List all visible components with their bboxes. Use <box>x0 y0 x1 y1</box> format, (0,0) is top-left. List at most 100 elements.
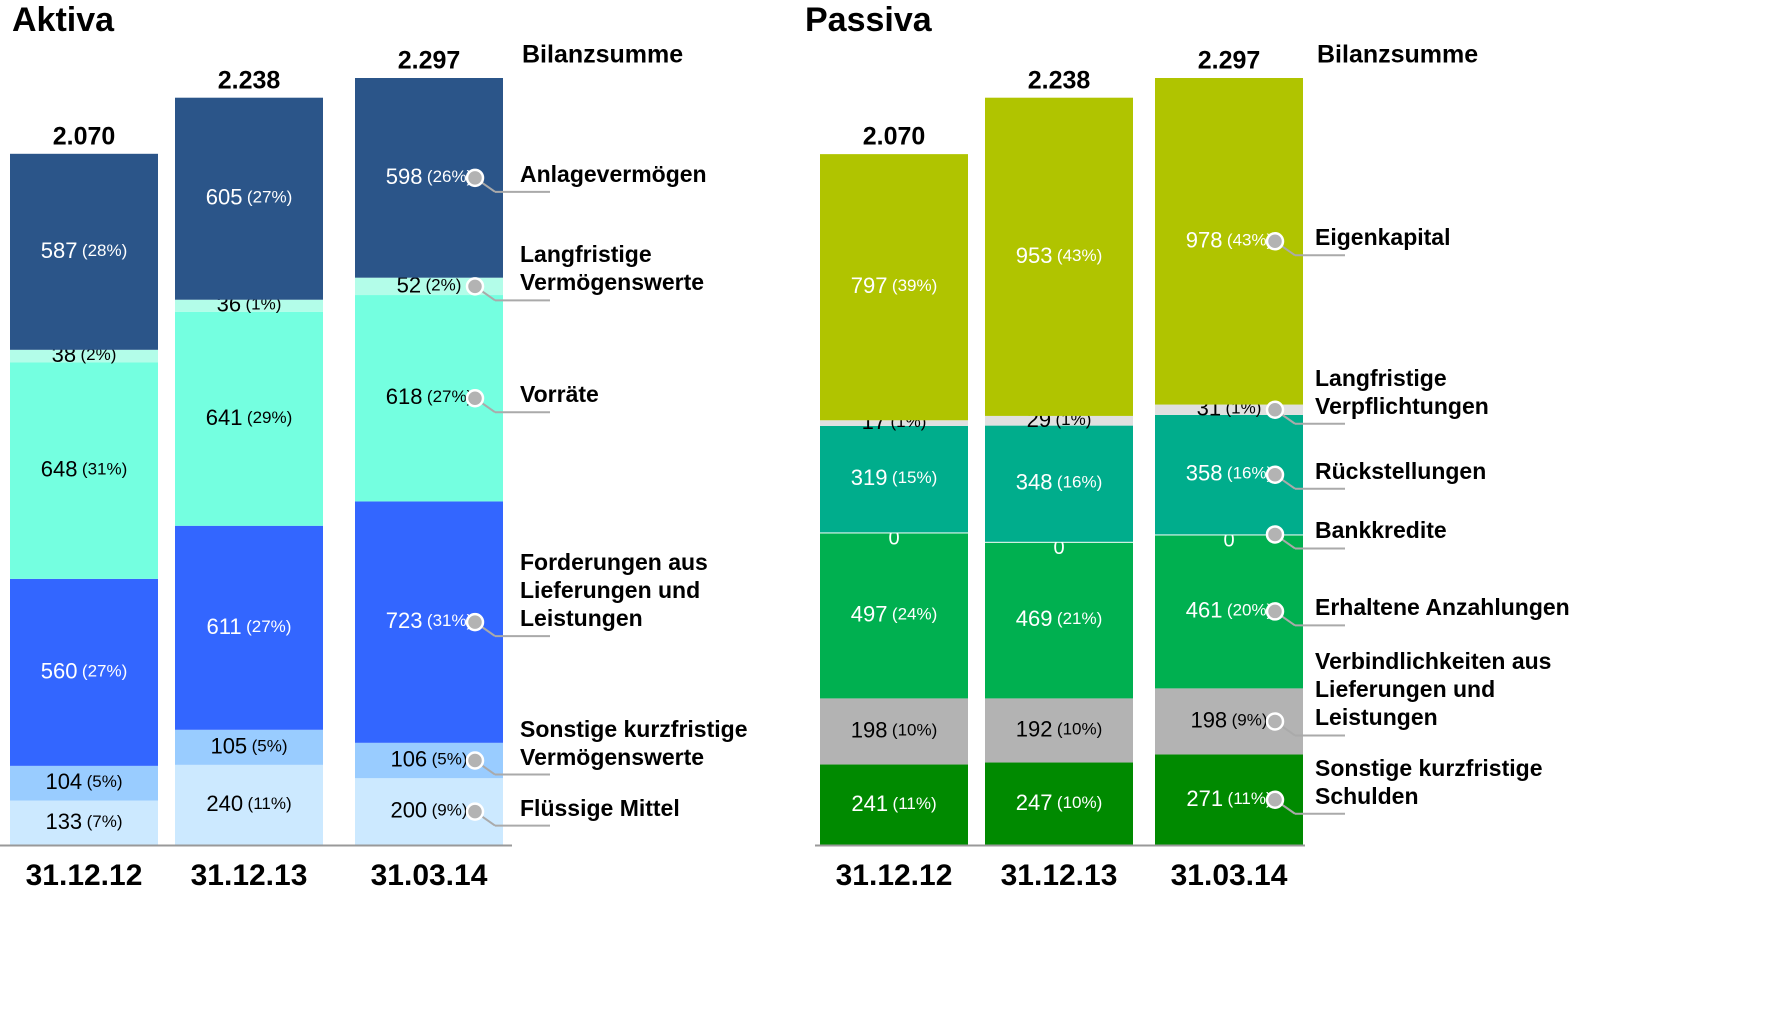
segment-value: 200 <box>390 797 427 822</box>
x-tick-label: 31.12.12 <box>836 859 953 892</box>
segment-share: (27%) <box>247 188 292 207</box>
legend-label: Verbindlichkeiten aus Lieferungen und Le… <box>1315 648 1552 731</box>
segment-share: (43%) <box>1057 246 1102 265</box>
segment <box>820 764 968 845</box>
segment-label: 0 <box>1053 537 1064 559</box>
callout-dot <box>465 751 485 770</box>
segment-value: 797 <box>851 273 888 298</box>
segment-share: (11%) <box>248 794 292 813</box>
segment-label: 618 (27%) <box>386 384 473 409</box>
segment-label: 0 <box>1223 530 1234 552</box>
segment-share: (1%) <box>246 295 282 314</box>
segment <box>820 532 968 699</box>
segment <box>10 362 158 579</box>
chart-title: Passiva <box>805 1 933 39</box>
segment <box>820 698 968 765</box>
segment-value: 105 <box>210 733 247 758</box>
segment-label: 648 (31%) <box>41 456 128 481</box>
callout-dot <box>1265 400 1285 419</box>
legend-label: Flüssige Mittel <box>520 794 680 821</box>
segment <box>820 425 968 533</box>
segment-label: 641 (29%) <box>206 405 293 430</box>
segment <box>820 154 968 421</box>
segment-value: 192 <box>1016 716 1053 741</box>
segment-share: (27%) <box>82 662 127 681</box>
segment-label: 461 (20%) <box>1186 597 1273 622</box>
legend-label: Forderungen aus Lieferungen und Leistung… <box>520 549 708 632</box>
segment-label: 797 (39%) <box>851 273 938 298</box>
segment <box>1155 404 1303 415</box>
segment-value: 618 <box>386 384 423 409</box>
segment-value: 469 <box>1016 606 1053 631</box>
segment <box>10 765 158 801</box>
segment-value: 461 <box>1186 597 1223 622</box>
segment-label: 0 <box>888 528 899 550</box>
segment-value: 106 <box>390 746 427 771</box>
segment-label: 241 (11%) <box>851 791 936 816</box>
segment-share: (27%) <box>427 388 472 407</box>
segment-value: 611 <box>207 614 242 639</box>
segment-share: (43%) <box>1227 231 1272 250</box>
x-tick-label: 31.12.13 <box>1001 859 1118 892</box>
segment-value: 271 <box>1186 786 1223 811</box>
legend-label: Bankkredite <box>1315 517 1447 544</box>
total-label: 2.238 <box>218 66 281 94</box>
segment-label: 469 (21%) <box>1016 606 1103 631</box>
segment-label: 358 (16%) <box>1186 461 1273 486</box>
segment-value: 198 <box>1190 707 1227 732</box>
segment-share: (24%) <box>892 605 937 624</box>
segment-label: 587 (28%) <box>41 238 128 263</box>
x-tick-label: 31.12.12 <box>26 859 143 892</box>
segment-value: 104 <box>45 769 82 794</box>
segment-label: 240 (11%) <box>206 791 291 816</box>
segment-share: (11%) <box>1228 789 1272 808</box>
callout-dot <box>1265 790 1285 810</box>
segment-label: 198 (10%) <box>851 717 938 742</box>
callout-dot <box>465 388 485 408</box>
segment-share: (2%) <box>426 276 462 295</box>
segment <box>10 800 158 845</box>
callout-dot <box>1265 712 1285 731</box>
segment-share: (27%) <box>246 617 291 636</box>
segment-share: (21%) <box>1057 610 1102 629</box>
callout-dot <box>1265 232 1285 251</box>
total-label: 2.070 <box>863 122 926 150</box>
legend-label: Langfristige Verpflichtungen <box>1315 364 1489 419</box>
segment-share: (9%) <box>1232 711 1268 730</box>
segment-label: 247 (10%) <box>1016 790 1103 815</box>
legend-label: Langfristige Vermögenswerte <box>520 241 705 296</box>
segment-value: 348 <box>1016 470 1053 495</box>
segment-value: 723 <box>386 608 423 633</box>
segment-label: 192 (10%) <box>1016 716 1103 741</box>
segment <box>175 299 323 312</box>
legend-label: Vorräte <box>520 381 599 408</box>
segment-value: 241 <box>851 791 888 816</box>
segment-label: 953 (43%) <box>1016 243 1103 268</box>
legend-label: Rückstellungen <box>1315 457 1487 484</box>
segment <box>10 349 158 363</box>
x-tick-label: 31.03.14 <box>1171 859 1288 892</box>
segment-label: 723 (31%) <box>386 608 473 633</box>
segment <box>10 578 158 766</box>
segment-value: 953 <box>1016 243 1053 268</box>
segment-share: (39%) <box>892 277 937 296</box>
segment-value: 319 <box>851 465 888 490</box>
segment <box>985 698 1133 763</box>
total-title: Bilanzsumme <box>1317 41 1478 69</box>
total-label: 2.297 <box>398 47 461 75</box>
segment-value: 497 <box>851 601 888 626</box>
segment-value: 587 <box>41 238 78 263</box>
segment-share: (9%) <box>432 801 468 820</box>
segment-share: (5%) <box>87 773 123 792</box>
segment <box>175 764 323 845</box>
segment-value: 240 <box>206 791 243 816</box>
segment-value: 641 <box>206 405 243 430</box>
segment-label: 198 (9%) <box>1190 707 1267 732</box>
segment-label: 200 (9%) <box>390 797 467 822</box>
total-label: 2.070 <box>53 122 116 150</box>
segment-value: 198 <box>851 717 888 742</box>
segment-value: 247 <box>1016 790 1053 815</box>
legend-label: Eigenkapital <box>1315 224 1451 251</box>
callout-dot <box>465 277 485 296</box>
